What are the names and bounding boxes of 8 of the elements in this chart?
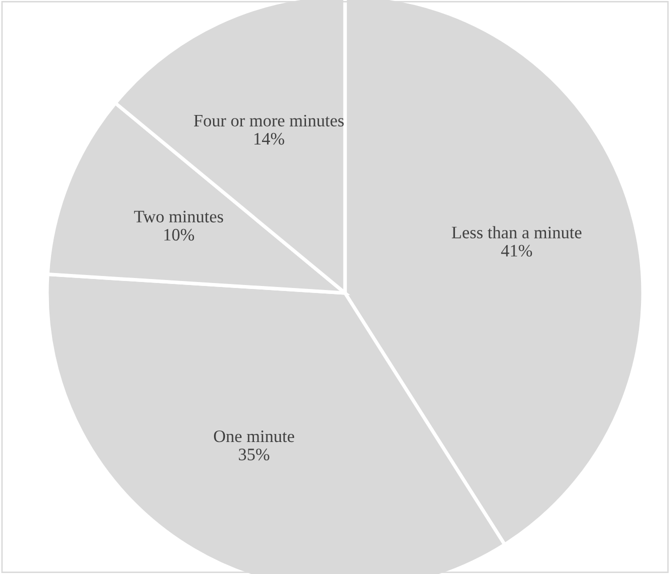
slice-label: One minute xyxy=(214,430,294,442)
data-label: 41% xyxy=(501,244,532,257)
slice-label: Four or more minutes xyxy=(194,114,344,126)
data-label: 35% xyxy=(238,448,270,460)
data-label: 14% xyxy=(254,132,284,145)
data-label: 10% xyxy=(164,228,194,241)
slice-label: Less than a minute xyxy=(452,226,582,238)
slice-label: Two minutes xyxy=(134,210,224,222)
